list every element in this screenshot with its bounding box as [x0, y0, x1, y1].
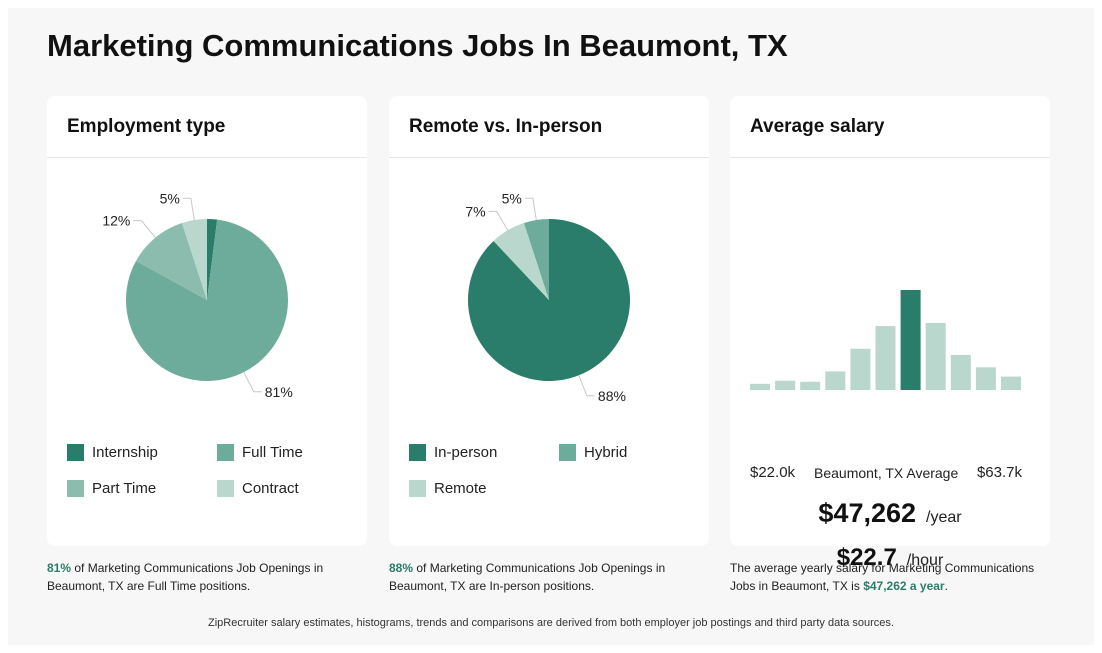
employment-type-heading: Employment type	[47, 96, 367, 158]
legend-hybrid: Hybrid	[559, 444, 627, 461]
salary-card: Average salary $22.0k Beaumont, TX Avera…	[730, 96, 1050, 571]
pie-data-label: 7%	[465, 203, 485, 219]
remote-heading: Remote vs. In-person	[389, 96, 709, 158]
legend-hybrid-swatch	[559, 444, 576, 461]
pie-data-label: 88%	[598, 388, 626, 404]
pie-data-label: 81%	[265, 384, 293, 400]
hourly-salary-row: $22.7 /hour	[730, 544, 1050, 572]
pie-slice-internship	[207, 219, 218, 300]
legend-in-person: In-person	[409, 444, 497, 461]
employment-footer-highlight: 81%	[47, 561, 72, 575]
histogram-bar	[950, 354, 971, 390]
legend-part-time: Part Time	[67, 480, 156, 497]
legend-internship: Internship	[67, 444, 158, 461]
legend-in-person-swatch	[409, 444, 426, 461]
salary-average-label: Beaumont, TX Average	[814, 465, 959, 481]
legend-full-time-label: Full Time	[242, 444, 303, 461]
employment-footer: 81% of Marketing Communications Job Open…	[47, 559, 347, 595]
legend-hybrid-label: Hybrid	[584, 444, 628, 461]
yearly-salary-row: $47,262 /year	[730, 498, 1050, 529]
remote-footer-text: of Marketing Communications Job Openings…	[389, 561, 666, 593]
pie-leader-line	[133, 220, 156, 238]
pie-leader-line	[243, 371, 262, 393]
employment-type-card: Employment type 81% 12% 5% Internship Full…	[47, 96, 367, 546]
legend-full-time-swatch	[217, 444, 234, 461]
legend-contract-label: Contract	[242, 480, 299, 497]
legend-remote-label: Remote	[434, 480, 487, 497]
pie-slice-part-time	[136, 222, 207, 300]
legend-full-time: Full Time	[217, 444, 303, 461]
histogram-bar	[975, 367, 996, 390]
legend-part-time-label: Part Time	[92, 480, 157, 497]
pie-leader-line	[578, 375, 595, 397]
salary-footer-text: The average yearly salary for Marketing …	[730, 561, 1035, 593]
salary-max-label: $63.7k	[976, 464, 1022, 481]
pie-data-label: 12%	[102, 213, 130, 229]
legend-internship-label: Internship	[92, 444, 158, 461]
yearly-salary-value: $47,262	[818, 498, 917, 528]
histogram-bar	[925, 322, 946, 390]
legend-contract: Contract	[217, 480, 299, 497]
employment-footer-text: of Marketing Communications Job Openings…	[47, 561, 324, 593]
salary-heading: Average salary	[730, 96, 1050, 158]
page-title: Marketing Communications Jobs In Beaumon…	[47, 28, 788, 63]
histogram-bar	[775, 380, 796, 390]
hourly-salary-unit: /hour	[906, 552, 944, 569]
salary-footer-highlight: $47,262 a year	[863, 579, 945, 593]
salary-footer: The average yearly salary for Marketing …	[730, 559, 1050, 595]
legend-contract-swatch	[217, 480, 234, 497]
pie-slice-remote	[493, 222, 549, 300]
salary-histogram	[750, 290, 1021, 390]
data-source-note: ZipRecruiter salary estimates, histogram…	[208, 617, 894, 629]
histogram-bar	[800, 381, 821, 390]
legend-internship-swatch	[67, 444, 84, 461]
histogram-bar	[750, 383, 770, 390]
remote-footer: 88% of Marketing Communications Job Open…	[389, 559, 689, 595]
pie-data-label: 5%	[160, 190, 180, 206]
salary-footer-end: .	[944, 579, 948, 593]
remote-pie: 88% 7% 5%	[465, 190, 630, 404]
legend-in-person-label: In-person	[434, 444, 498, 461]
legend-part-time-swatch	[67, 480, 84, 497]
pie-slice-contract	[181, 219, 207, 300]
pie-slice-full-time	[125, 219, 288, 381]
pie-leader-line	[488, 210, 509, 231]
pie-leader-line	[524, 197, 537, 221]
remote-footer-highlight: 88%	[389, 561, 414, 575]
hourly-salary-value: $22.7	[836, 544, 897, 571]
pie-slice-hybrid	[523, 219, 549, 300]
histogram-bar	[825, 371, 846, 390]
histogram-bar	[850, 348, 871, 390]
histogram-bar	[875, 326, 896, 390]
pie-leader-line	[182, 197, 195, 221]
legend-remote: Remote	[409, 480, 487, 497]
remote-card: Remote vs. In-person 88% 7% 5% In-person H…	[389, 96, 709, 546]
legend-remote-swatch	[409, 480, 426, 497]
pie-data-label: 5%	[502, 190, 522, 206]
yearly-salary-unit: /year	[926, 509, 962, 526]
employment-type-pie: 81% 12% 5%	[102, 190, 293, 400]
salary-min-label: $22.0k	[750, 464, 796, 481]
histogram-bar	[1001, 376, 1021, 390]
histogram-bar-average	[900, 290, 921, 390]
